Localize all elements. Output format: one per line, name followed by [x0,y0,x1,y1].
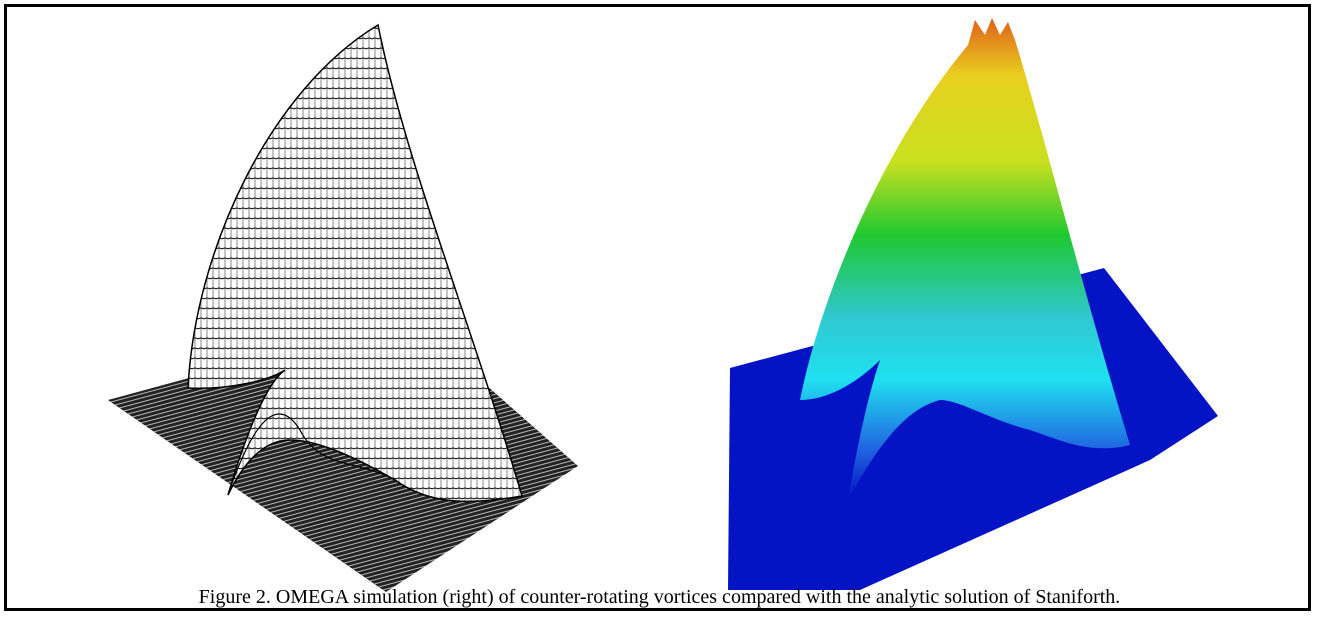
figure-frame [4,4,1311,611]
figure-caption: Figure 2. OMEGA simulation (right) of co… [0,585,1319,609]
page: Figure 2. OMEGA simulation (right) of co… [0,0,1319,619]
